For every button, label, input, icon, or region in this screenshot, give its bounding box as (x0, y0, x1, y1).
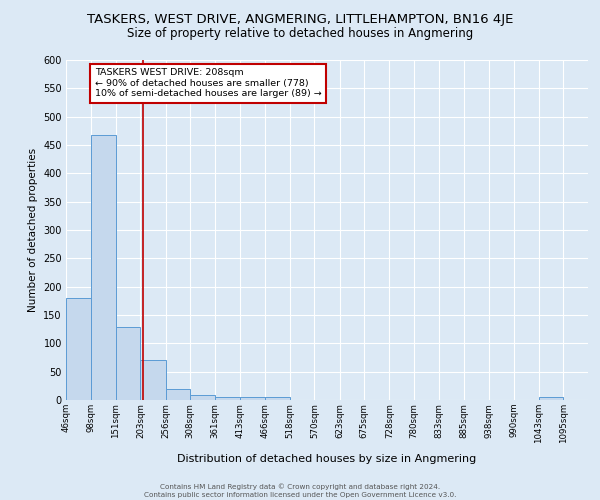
Bar (215, 397, 240, 400)
Bar (116, 328, 140, 400)
Text: Contains HM Land Registry data © Crown copyright and database right 2024.
Contai: Contains HM Land Registry data © Crown c… (144, 484, 456, 498)
Text: Size of property relative to detached houses in Angmering: Size of property relative to detached ho… (127, 28, 473, 40)
Bar (140, 360, 166, 400)
Bar (240, 397, 265, 400)
Bar (190, 396, 215, 400)
Bar (166, 388, 190, 400)
Text: TASKERS WEST DRIVE: 208sqm
← 90% of detached houses are smaller (778)
10% of sem: TASKERS WEST DRIVE: 208sqm ← 90% of deta… (95, 68, 322, 98)
Bar (539, 397, 563, 400)
X-axis label: Distribution of detached houses by size in Angmering: Distribution of detached houses by size … (178, 454, 476, 464)
Bar (265, 397, 290, 400)
Y-axis label: Number of detached properties: Number of detached properties (28, 148, 38, 312)
Text: TASKERS, WEST DRIVE, ANGMERING, LITTLEHAMPTON, BN16 4JE: TASKERS, WEST DRIVE, ANGMERING, LITTLEHA… (87, 12, 513, 26)
Bar (91, 135, 116, 400)
Bar (66, 298, 91, 400)
